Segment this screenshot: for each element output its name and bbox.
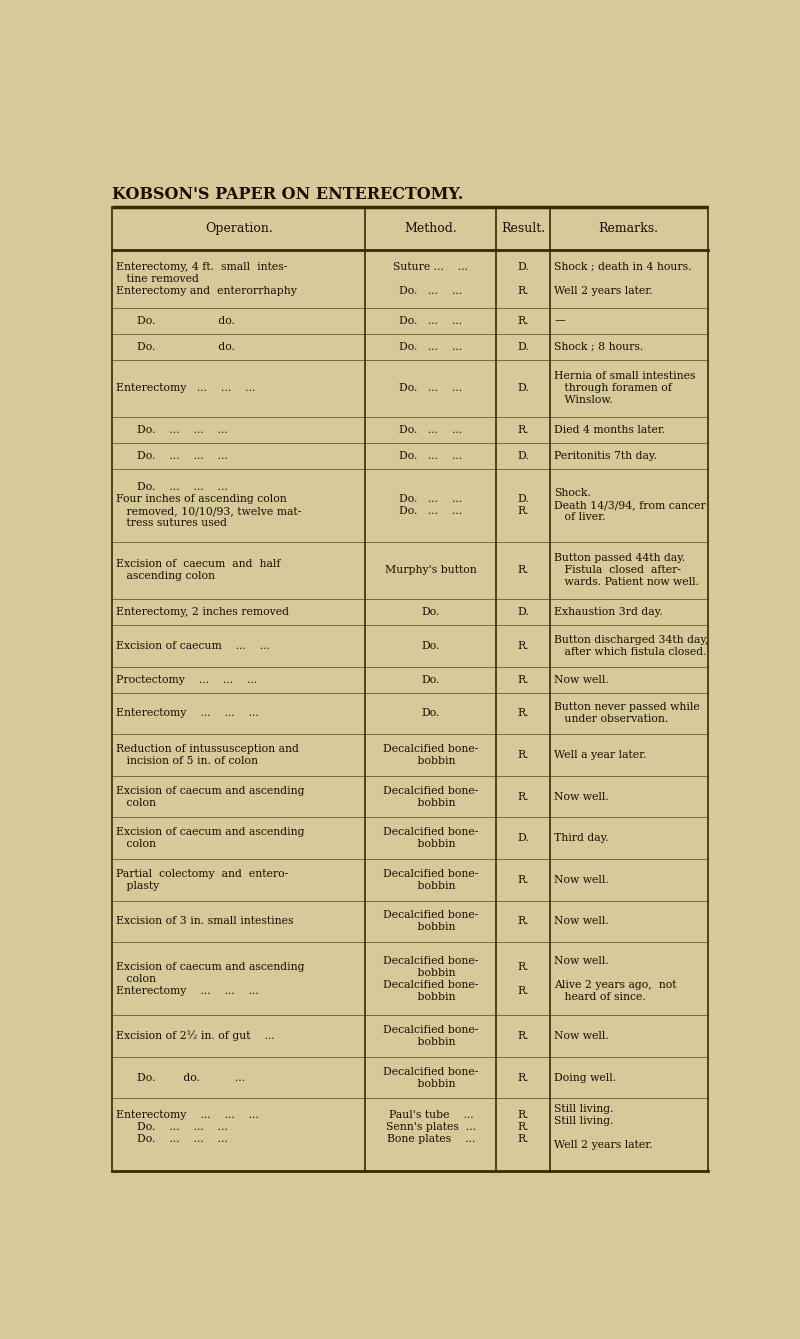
- Text: Still living.
Still living.

Well 2 years later.: Still living. Still living. Well 2 years…: [554, 1103, 653, 1150]
- Text: Do.   ...    ...: Do. ... ...: [399, 341, 462, 352]
- Text: Proctectomy    ...    ...    ...: Proctectomy ... ... ...: [115, 675, 257, 684]
- Text: Now well.: Now well.: [554, 1031, 609, 1040]
- Text: R.: R.: [518, 1031, 529, 1040]
- Text: Do.: Do.: [422, 607, 440, 617]
- Text: Decalcified bone-
   bobbin: Decalcified bone- bobbin: [383, 1067, 478, 1089]
- Text: D.: D.: [518, 833, 529, 844]
- Text: Reduction of intussusception and
   incision of 5 in. of colon: Reduction of intussusception and incisio…: [115, 744, 298, 766]
- Text: Suture ...    ...

Do.   ...    ...: Suture ... ... Do. ... ...: [394, 262, 468, 296]
- Text: Excision of caecum and ascending
   colon
Enterectomy    ...    ...    ...: Excision of caecum and ascending colon E…: [115, 961, 304, 996]
- Text: Doing well.: Doing well.: [554, 1073, 616, 1082]
- Text: Do.                  do.: Do. do.: [115, 316, 234, 325]
- Text: Shock ; 8 hours.: Shock ; 8 hours.: [554, 341, 643, 352]
- Text: Decalcified bone-
   bobbin: Decalcified bone- bobbin: [383, 869, 478, 890]
- Text: Hernia of small intestines
   through foramen of
   Winslow.: Hernia of small intestines through foram…: [554, 371, 696, 406]
- Text: Do.   ...    ...: Do. ... ...: [399, 451, 462, 461]
- Text: D.: D.: [518, 607, 529, 617]
- Text: KOBSON'S PAPER ON ENTERECTOMY.: KOBSON'S PAPER ON ENTERECTOMY.: [112, 186, 464, 204]
- Text: Do.    ...    ...    ...
Four inches of ascending colon
   removed, 10/10/93, tw: Do. ... ... ... Four inches of ascending…: [115, 482, 301, 529]
- Text: Decalcified bone-
   bobbin: Decalcified bone- bobbin: [383, 786, 478, 807]
- Text: Button discharged 34th day,
   after which fistula closed.: Button discharged 34th day, after which …: [554, 635, 709, 656]
- Text: Murphy's button: Murphy's button: [385, 565, 477, 576]
- Text: Decalcified bone-
   bobbin: Decalcified bone- bobbin: [383, 744, 478, 766]
- Text: R.: R.: [518, 916, 529, 927]
- Text: Do.                  do.: Do. do.: [115, 341, 234, 352]
- Text: Do.: Do.: [422, 641, 440, 651]
- Text: Excision of caecum    ...    ...: Excision of caecum ... ...: [115, 641, 270, 651]
- Text: D.
R.: D. R.: [518, 494, 529, 517]
- Text: —: —: [554, 316, 565, 325]
- Text: R.: R.: [518, 708, 529, 718]
- Text: Do.   ...    ...
Do.   ...    ...: Do. ... ... Do. ... ...: [399, 494, 462, 517]
- Text: R.: R.: [518, 641, 529, 651]
- Text: D.: D.: [518, 451, 529, 461]
- Text: Do.: Do.: [422, 708, 440, 718]
- Text: Now well.: Now well.: [554, 874, 609, 885]
- Text: Partial  colectomy  and  entero-
   plasty: Partial colectomy and entero- plasty: [115, 869, 288, 890]
- Text: Do.        do.          ...: Do. do. ...: [115, 1073, 245, 1082]
- Text: R.: R.: [518, 565, 529, 576]
- Text: Paul's tube    ...
Senn's plates  ...
Bone plates    ...: Paul's tube ... Senn's plates ... Bone p…: [386, 1110, 476, 1144]
- Text: Do.   ...    ...: Do. ... ...: [399, 424, 462, 435]
- Text: Now well.: Now well.: [554, 675, 609, 684]
- Text: Do.    ...    ...    ...: Do. ... ... ...: [115, 451, 227, 461]
- Text: Died 4 months later.: Died 4 months later.: [554, 424, 666, 435]
- Text: Do.    ...    ...    ...: Do. ... ... ...: [115, 424, 227, 435]
- Text: Decalcified bone-
   bobbin
Decalcified bone-
   bobbin: Decalcified bone- bobbin Decalcified bon…: [383, 956, 478, 1002]
- Text: Method.: Method.: [405, 222, 458, 236]
- Text: Operation.: Operation.: [205, 222, 273, 236]
- Text: Enterectomy    ...    ...    ...
      Do.    ...    ...    ...
      Do.    ...: Enterectomy ... ... ... Do. ... ... ... …: [115, 1110, 258, 1144]
- Text: Decalcified bone-
   bobbin: Decalcified bone- bobbin: [383, 828, 478, 849]
- Text: Do.   ...    ...: Do. ... ...: [399, 316, 462, 325]
- Text: Enterectomy, 2 inches removed: Enterectomy, 2 inches removed: [115, 607, 289, 617]
- Text: Result.: Result.: [501, 222, 545, 236]
- Text: Remarks.: Remarks.: [598, 222, 658, 236]
- Text: Now well.: Now well.: [554, 791, 609, 802]
- Text: Enterectomy    ...    ...    ...: Enterectomy ... ... ...: [115, 708, 258, 718]
- Text: R.

R.: R. R.: [518, 961, 529, 996]
- Text: Excision of 2½ in. of gut    ...: Excision of 2½ in. of gut ...: [115, 1031, 274, 1042]
- Text: Well a year later.: Well a year later.: [554, 750, 646, 761]
- Text: R.: R.: [518, 424, 529, 435]
- Text: D.: D.: [518, 341, 529, 352]
- Text: Excision of 3 in. small intestines: Excision of 3 in. small intestines: [115, 916, 293, 927]
- Text: Excision of caecum and ascending
   colon: Excision of caecum and ascending colon: [115, 786, 304, 807]
- Text: Now well.: Now well.: [554, 916, 609, 927]
- Text: R.: R.: [518, 675, 529, 684]
- Text: D.: D.: [518, 383, 529, 394]
- Text: Do.: Do.: [422, 675, 440, 684]
- Text: Button passed 44th day.
   Fistula  closed  after-
   wards. Patient now well.: Button passed 44th day. Fistula closed a…: [554, 553, 699, 588]
- Text: Do.   ...    ...: Do. ... ...: [399, 383, 462, 394]
- Text: Button never passed while
   under observation.: Button never passed while under observat…: [554, 703, 700, 724]
- Text: Third day.: Third day.: [554, 833, 609, 844]
- Text: Exhaustion 3rd day.: Exhaustion 3rd day.: [554, 607, 663, 617]
- Text: Decalcified bone-
   bobbin: Decalcified bone- bobbin: [383, 911, 478, 932]
- Text: Excision of caecum and ascending
   colon: Excision of caecum and ascending colon: [115, 828, 304, 849]
- Text: Peritonitis 7th day.: Peritonitis 7th day.: [554, 451, 657, 461]
- Text: R.: R.: [518, 874, 529, 885]
- Text: Now well.

Alive 2 years ago,  not
   heard of since.: Now well. Alive 2 years ago, not heard o…: [554, 956, 677, 1002]
- Text: D.

R.: D. R.: [518, 262, 529, 296]
- Text: R.: R.: [518, 791, 529, 802]
- Text: R.: R.: [518, 1073, 529, 1082]
- Text: Shock.
Death 14/3/94, from cancer
   of liver.: Shock. Death 14/3/94, from cancer of liv…: [554, 489, 706, 522]
- Text: R.
R.
R.: R. R. R.: [518, 1110, 529, 1144]
- Text: Enterectomy   ...    ...    ...: Enterectomy ... ... ...: [115, 383, 254, 394]
- Text: Shock ; death in 4 hours.

Well 2 years later.: Shock ; death in 4 hours. Well 2 years l…: [554, 262, 692, 296]
- Text: Enterectomy, 4 ft.  small  intes-
   tine removed
Enterectomy and  enterorrhaphy: Enterectomy, 4 ft. small intes- tine rem…: [115, 262, 296, 296]
- Text: Excision of  caecum  and  half
   ascending colon: Excision of caecum and half ascending co…: [115, 560, 280, 581]
- Text: R.: R.: [518, 316, 529, 325]
- Text: R.: R.: [518, 750, 529, 761]
- Text: Decalcified bone-
   bobbin: Decalcified bone- bobbin: [383, 1024, 478, 1047]
